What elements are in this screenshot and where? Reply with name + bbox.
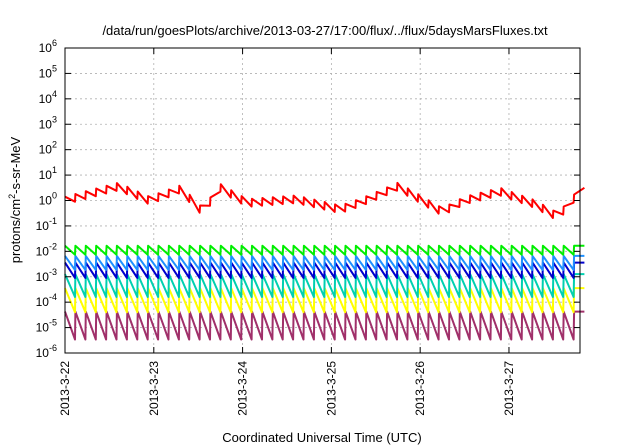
- y-tick-base: 10: [39, 168, 53, 182]
- series-line: [64, 287, 585, 314]
- y-tick-base: 10: [36, 346, 50, 360]
- series-line: [64, 244, 585, 256]
- y-tick-exponent: -6: [49, 343, 57, 353]
- y-axis-label-exponent: 2: [7, 194, 17, 199]
- y-tick-label: 101: [39, 165, 57, 182]
- x-tick-label: 2013-3-22: [58, 361, 72, 416]
- x-tick-label: 2013-3-23: [147, 361, 161, 416]
- y-tick-base: 10: [39, 92, 53, 106]
- y-tick-exponent: 2: [52, 140, 57, 150]
- y-tick-label: 105: [39, 63, 57, 80]
- series-line: [64, 273, 585, 298]
- x-tick-label: 2013-3-25: [324, 361, 338, 416]
- y-tick-exponent: 4: [52, 89, 57, 99]
- y-tick-base: 10: [36, 295, 50, 309]
- y-axis-label-main: protons/cm: [8, 199, 23, 263]
- chart-title: /data/run/goesPlots/archive/2013-03-27/1…: [102, 23, 548, 38]
- y-tick-label: 10-3: [36, 267, 57, 284]
- y-tick-label: 103: [39, 114, 57, 131]
- y-tick-base: 10: [36, 219, 50, 233]
- y-axis-label: protons/cm2-s-sr-MeV: [7, 136, 23, 263]
- y-axis-label-units: -s-sr-MeV: [8, 136, 23, 193]
- y-tick-exponent: -4: [49, 292, 57, 302]
- y-tick-base: 10: [39, 143, 53, 157]
- y-tick-base: 10: [39, 194, 53, 208]
- series-line: [64, 181, 585, 219]
- y-tick-label: 10-4: [36, 292, 57, 309]
- y-tick-base: 10: [36, 321, 50, 335]
- y-tick-exponent: -5: [49, 318, 57, 328]
- x-axis-label: Coordinated Universal Time (UTC): [222, 430, 421, 445]
- y-tick-label: 10-2: [36, 241, 57, 258]
- y-tick-base: 10: [36, 244, 50, 258]
- y-tick-exponent: 6: [52, 38, 57, 48]
- y-tick-label: 10-1: [36, 216, 57, 233]
- y-tick-base: 10: [36, 270, 50, 284]
- y-tick-base: 10: [39, 117, 53, 131]
- plot-frame: [64, 47, 581, 354]
- y-tick-base: 10: [39, 41, 53, 55]
- x-tick-label: 2013-3-26: [413, 361, 427, 416]
- y-tick-label: 104: [39, 89, 57, 106]
- y-tick-exponent: 0: [52, 191, 57, 201]
- y-tick-exponent: -3: [49, 267, 57, 277]
- y-tick-base: 10: [39, 66, 53, 80]
- series-layer: [64, 181, 585, 341]
- y-tick-label: 100: [39, 191, 57, 208]
- y-tick-label: 106: [39, 38, 57, 55]
- y-tick-label: 10-6: [36, 343, 57, 360]
- y-tick-exponent: 1: [52, 165, 57, 175]
- y-tick-label: 102: [39, 140, 57, 157]
- axes: 10-610-510-410-310-210-11001011021031041…: [36, 38, 580, 416]
- y-tick-exponent: 3: [52, 114, 57, 124]
- y-tick-exponent: -2: [49, 241, 57, 251]
- x-tick-label: 2013-3-27: [502, 361, 516, 416]
- y-tick-exponent: 5: [52, 63, 57, 73]
- y-tick-exponent: -1: [49, 216, 57, 226]
- y-tick-label: 10-5: [36, 318, 57, 335]
- grid-lines: [65, 48, 580, 353]
- x-tick-label: 2013-3-24: [236, 361, 250, 416]
- series-line: [64, 254, 585, 271]
- series-line: [64, 310, 585, 341]
